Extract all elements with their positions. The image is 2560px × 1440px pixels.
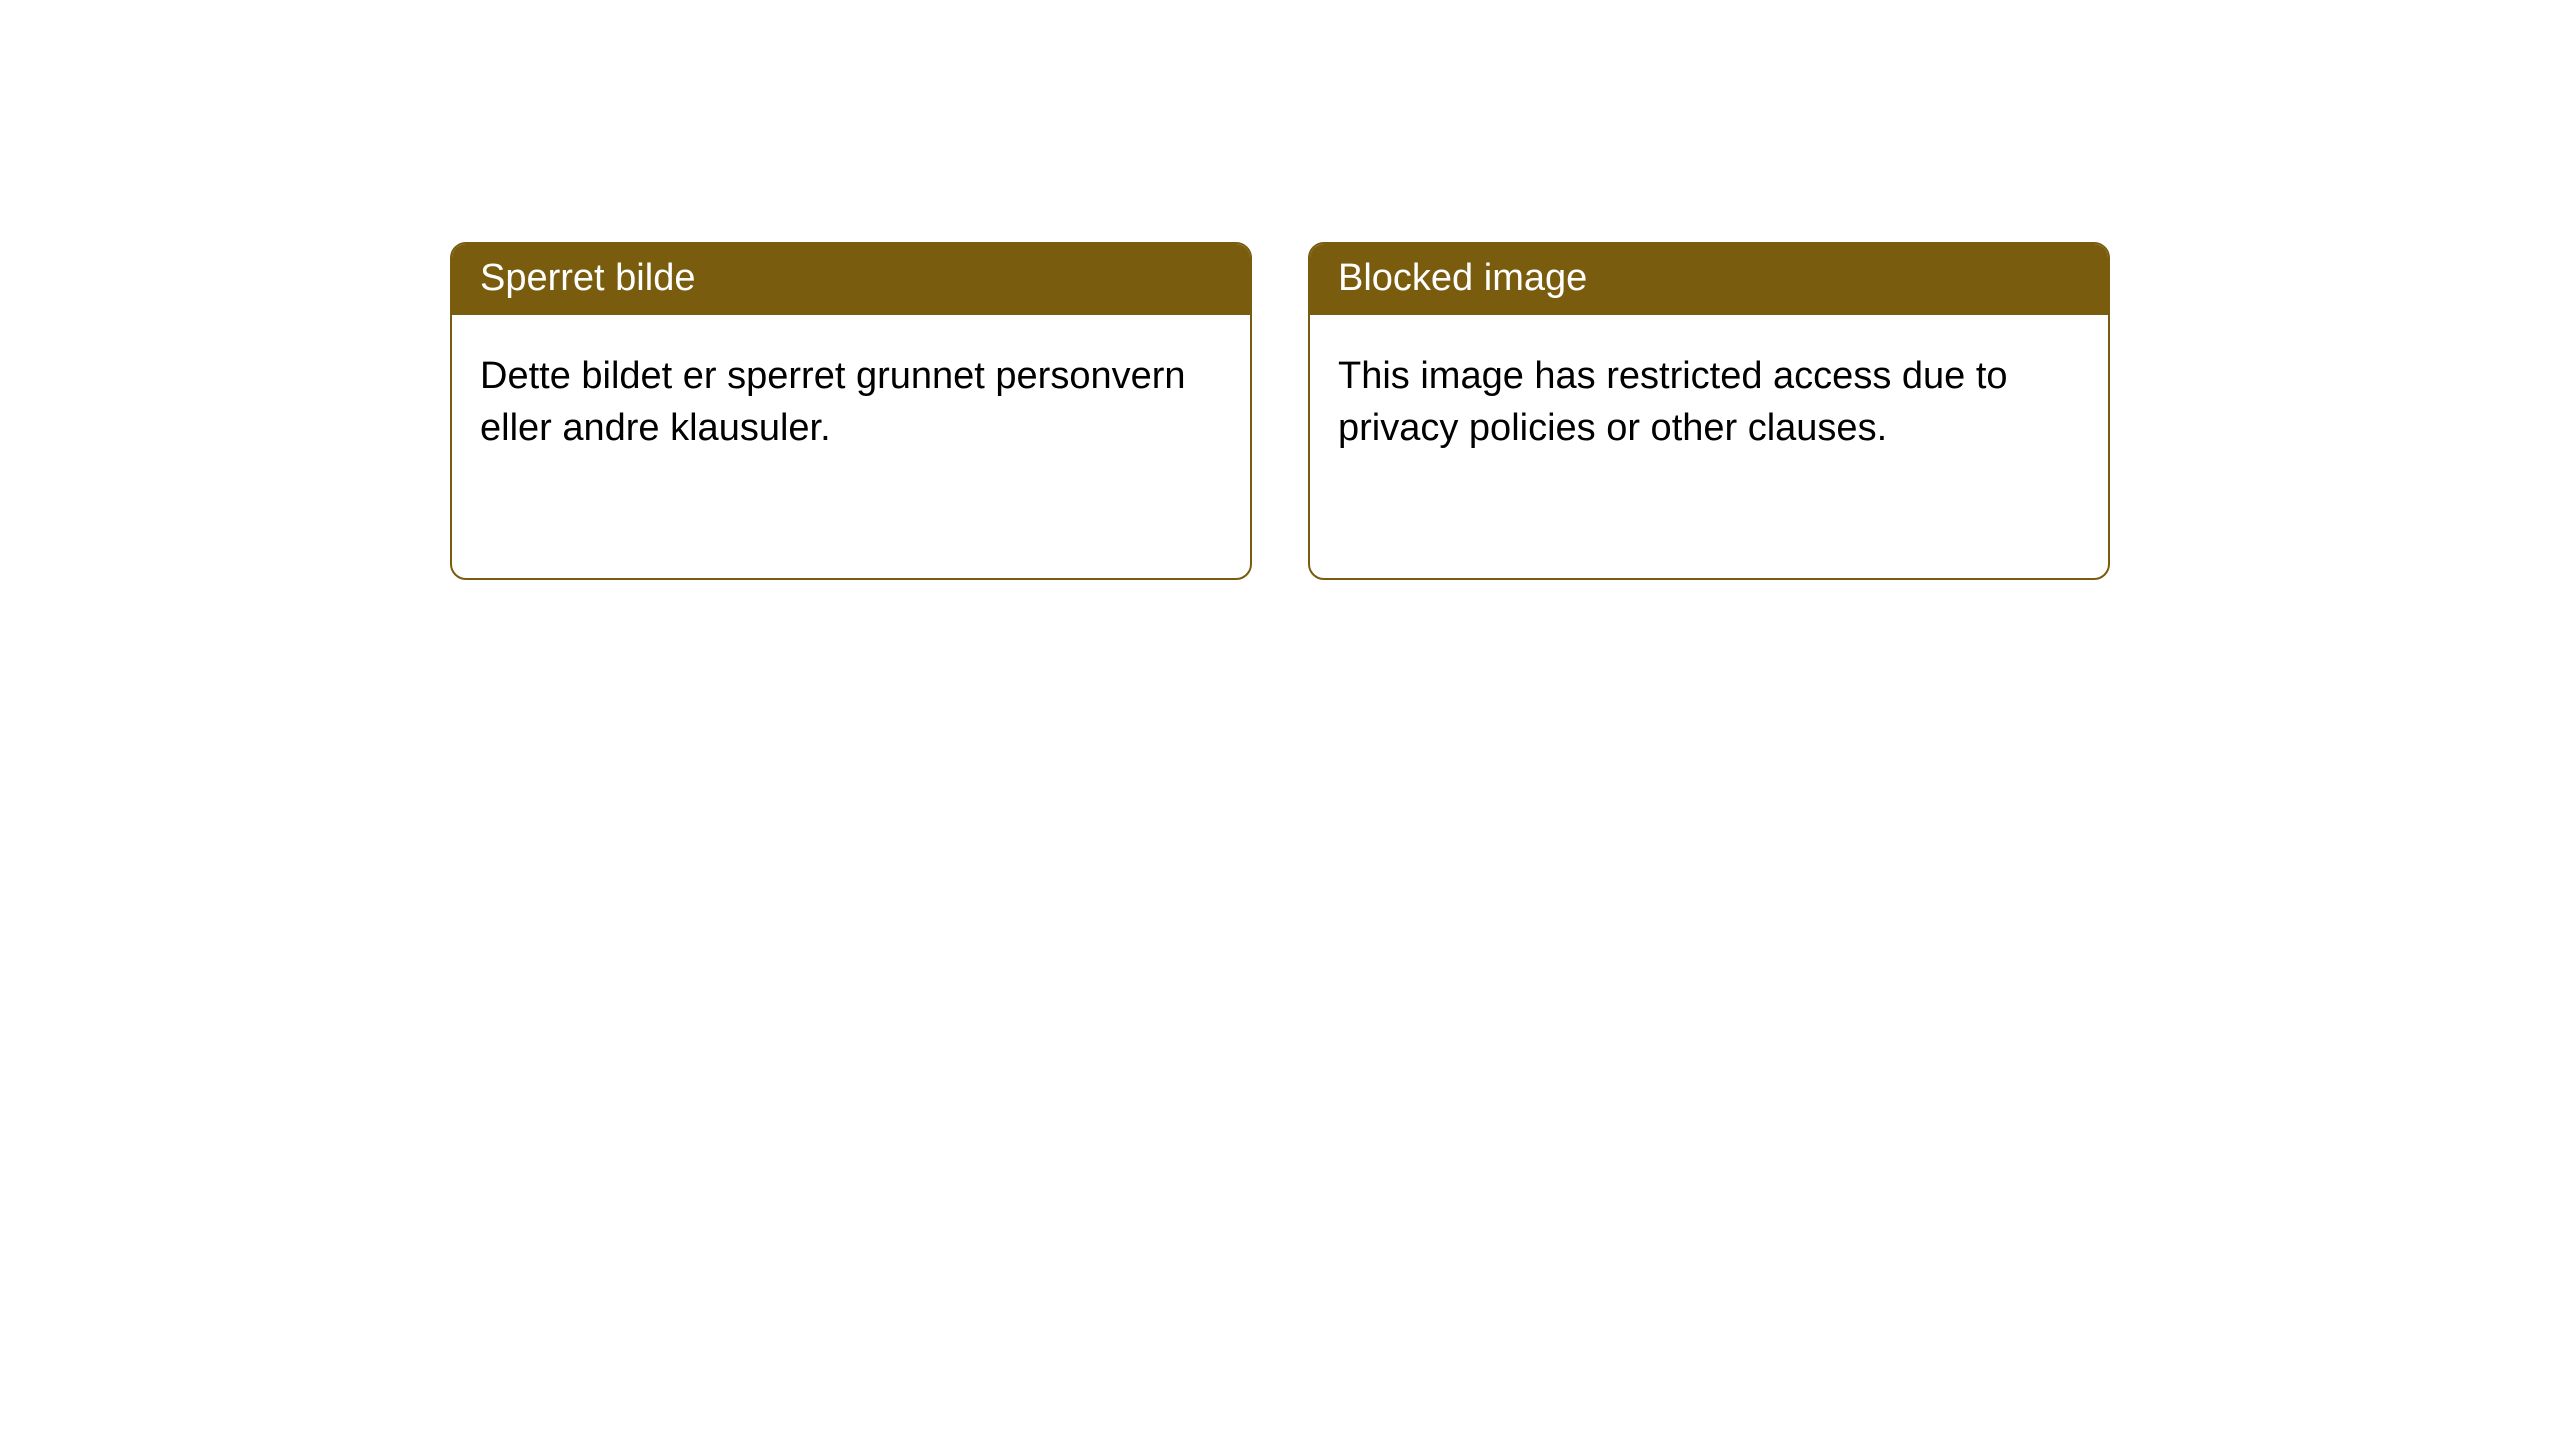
notice-card-norwegian: Sperret bilde Dette bildet er sperret gr… — [450, 242, 1252, 580]
notice-body-english: This image has restricted access due to … — [1310, 315, 2108, 490]
notice-header-norwegian: Sperret bilde — [452, 244, 1250, 315]
notice-header-english: Blocked image — [1310, 244, 2108, 315]
notice-body-norwegian: Dette bildet er sperret grunnet personve… — [452, 315, 1250, 490]
notice-card-english: Blocked image This image has restricted … — [1308, 242, 2110, 580]
notice-container: Sperret bilde Dette bildet er sperret gr… — [0, 0, 2560, 580]
